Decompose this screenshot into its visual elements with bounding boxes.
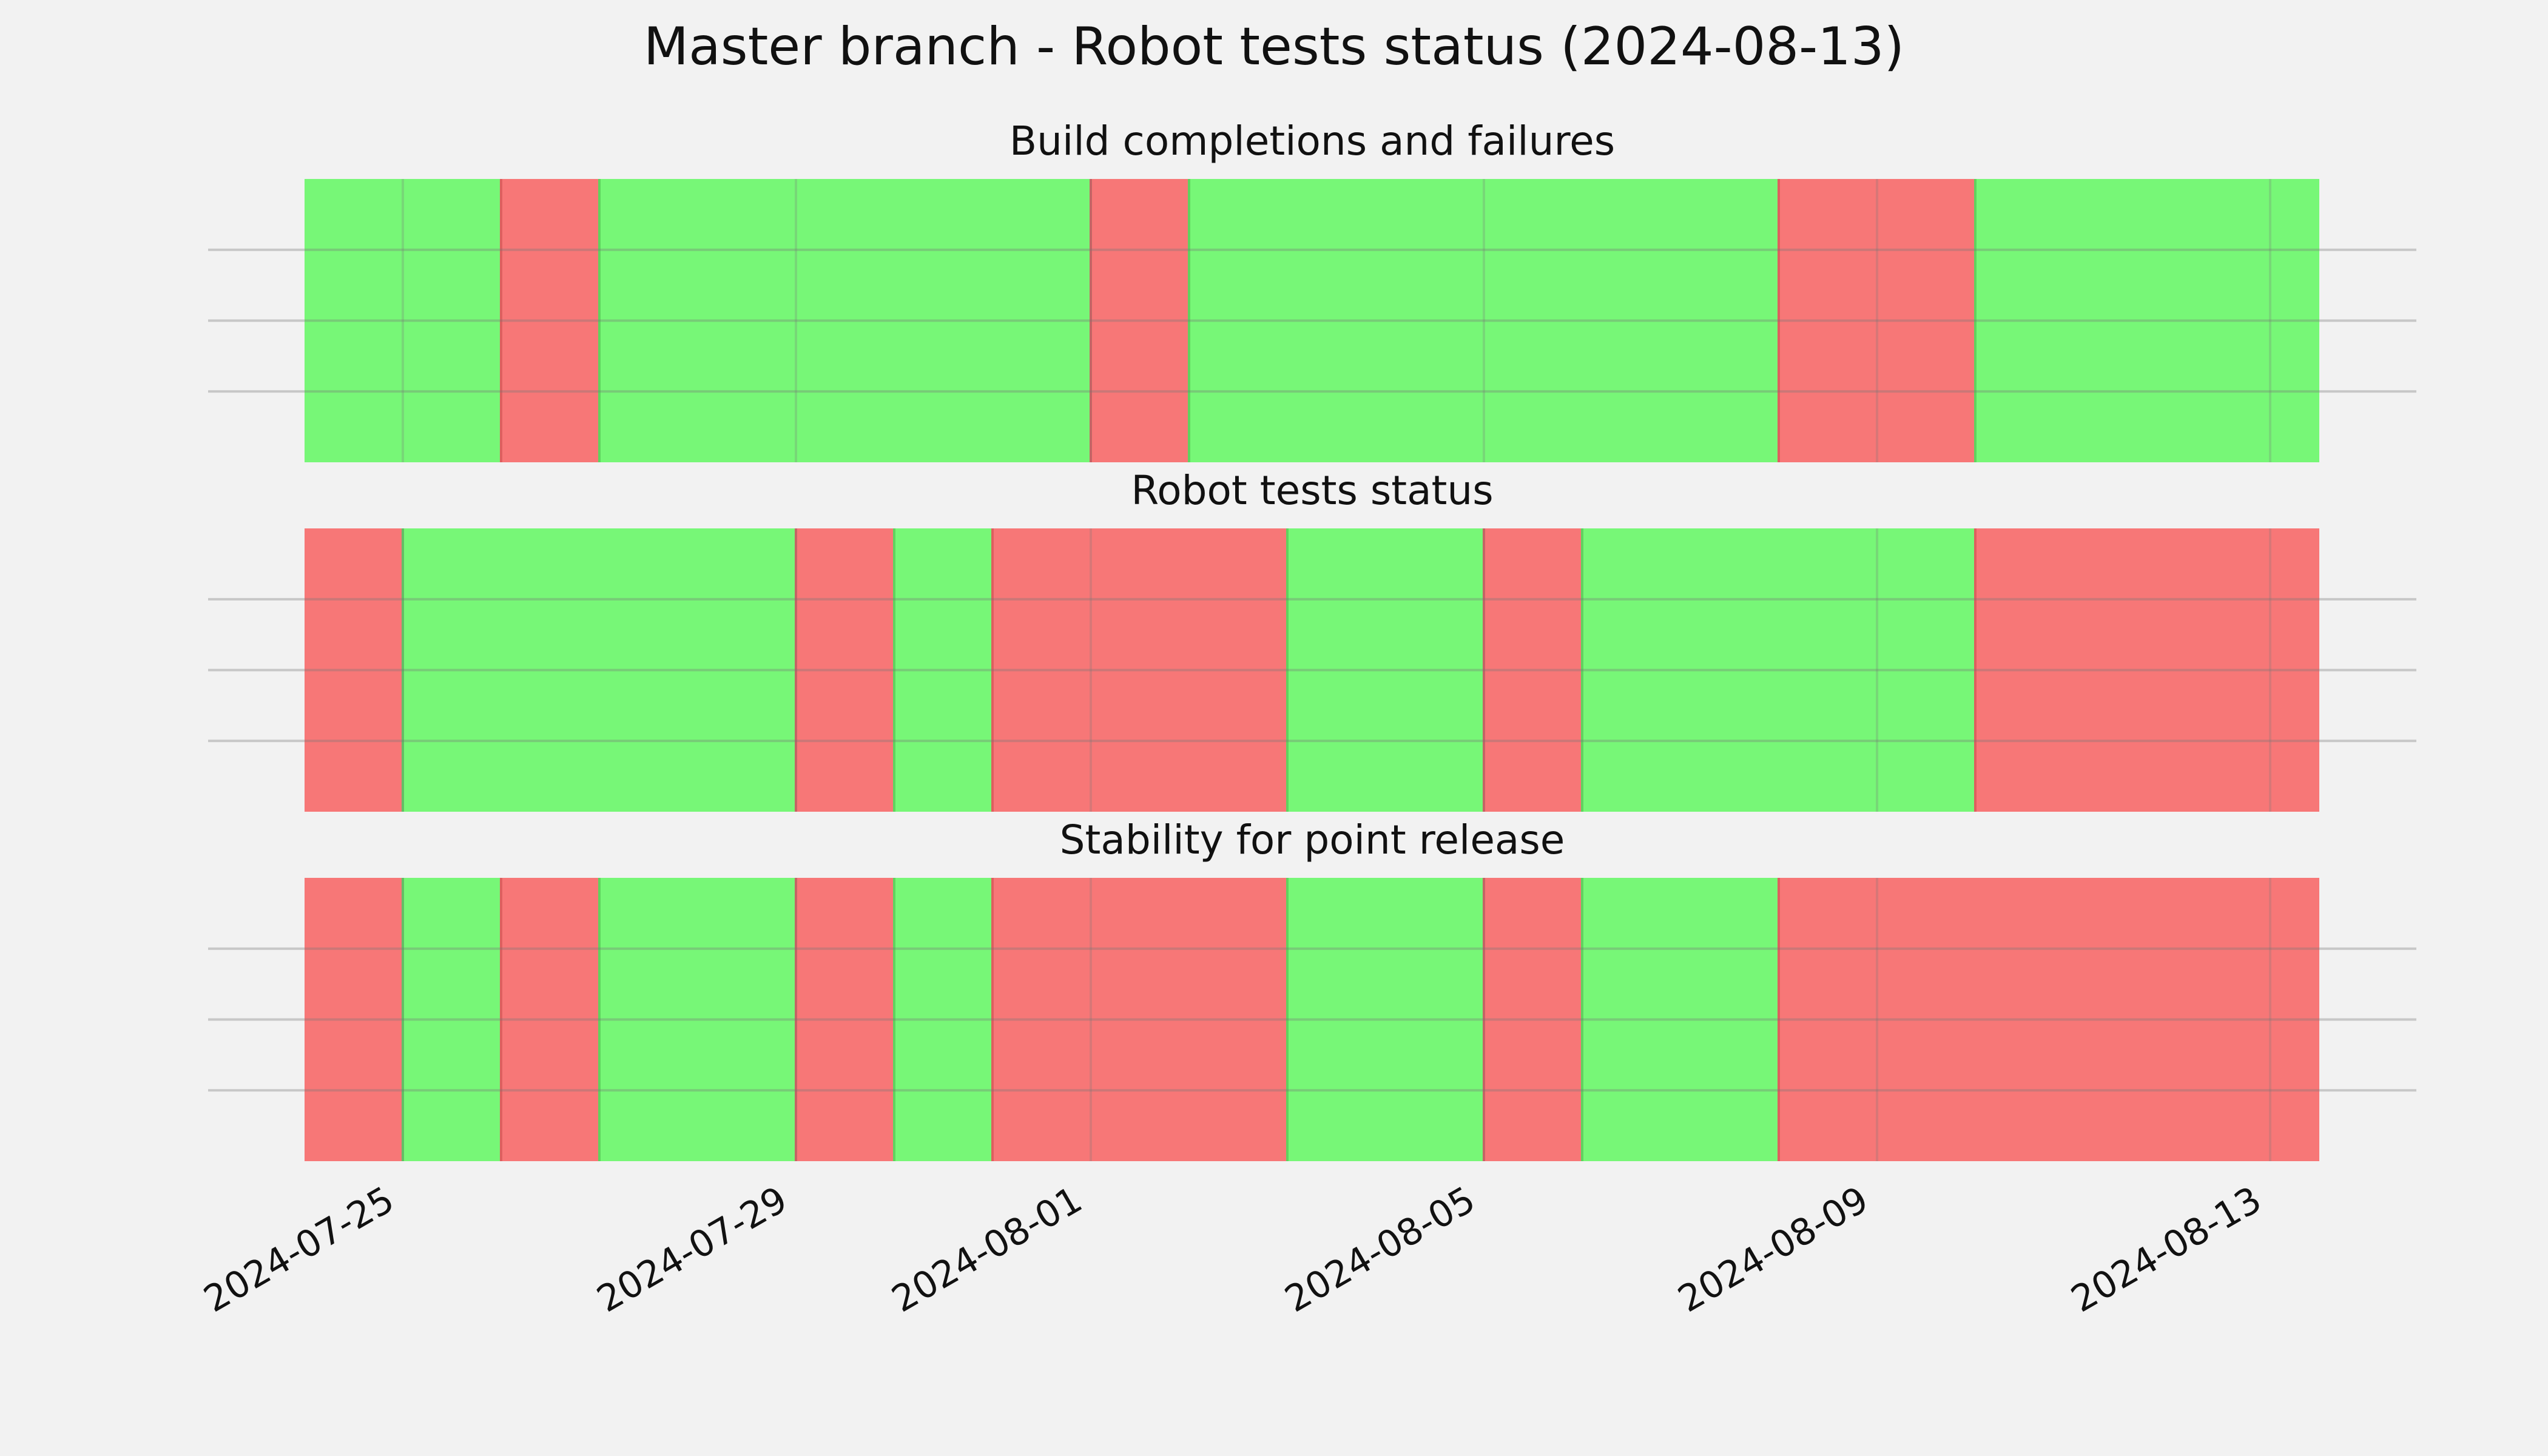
status-segment-fail — [1484, 528, 1582, 812]
status-segment-fail — [993, 528, 1287, 812]
status-segment-fail — [501, 179, 599, 462]
x-tick-label: 2024-08-01 — [885, 1178, 1090, 1321]
status-segment-pass — [1975, 179, 2319, 462]
status-segment-pass — [305, 179, 501, 462]
status-segment-fail — [1779, 179, 1975, 462]
panel-1: Build completions and failures — [208, 118, 2416, 462]
status-segment-fail — [501, 878, 599, 1161]
x-tick-label: 2024-08-05 — [1278, 1178, 1483, 1321]
status-segment-fail — [1975, 528, 2319, 812]
chart-title: Master branch - Robot tests status (2024… — [644, 16, 1904, 77]
status-segment-fail — [305, 528, 403, 812]
status-segment-pass — [403, 528, 796, 812]
status-segment-pass — [894, 528, 993, 812]
panel-subtitle: Stability for point release — [1060, 817, 1565, 863]
panel-subtitle: Robot tests status — [1131, 467, 1493, 514]
status-segment-pass — [599, 179, 1091, 462]
status-segment-fail — [993, 878, 1287, 1161]
status-segment-fail — [796, 528, 894, 812]
status-segment-fail — [1484, 878, 1582, 1161]
status-segment-fail — [1779, 878, 2319, 1161]
chart-panels: Build completions and failures Robot test… — [208, 118, 2416, 1161]
x-axis: 2024-07-25 2024-07-29 2024-08-01 2024-08-05… — [197, 1178, 2269, 1321]
status-segment-fail — [1091, 179, 1189, 462]
status-segment-pass — [894, 878, 993, 1161]
status-segment-pass — [1287, 878, 1484, 1161]
status-segment-pass — [1582, 878, 1779, 1161]
status-segment-pass — [1189, 179, 1779, 462]
x-tick-label: 2024-08-09 — [1671, 1178, 1876, 1321]
x-tick-label: 2024-07-29 — [590, 1178, 795, 1321]
x-tick-label: 2024-07-25 — [197, 1178, 402, 1321]
status-segment-pass — [599, 878, 796, 1161]
panel-2: Robot tests status — [208, 467, 2416, 812]
status-segment-fail — [305, 878, 403, 1161]
status-segment-pass — [1287, 528, 1484, 812]
status-segment-fail — [796, 878, 894, 1161]
status-segment-pass — [1582, 528, 1975, 812]
status-segment-pass — [403, 878, 501, 1161]
panel-subtitle: Build completions and failures — [1009, 118, 1615, 164]
x-tick-label: 2024-08-13 — [2064, 1178, 2269, 1321]
panel-3: Stability for point release — [208, 817, 2416, 1161]
